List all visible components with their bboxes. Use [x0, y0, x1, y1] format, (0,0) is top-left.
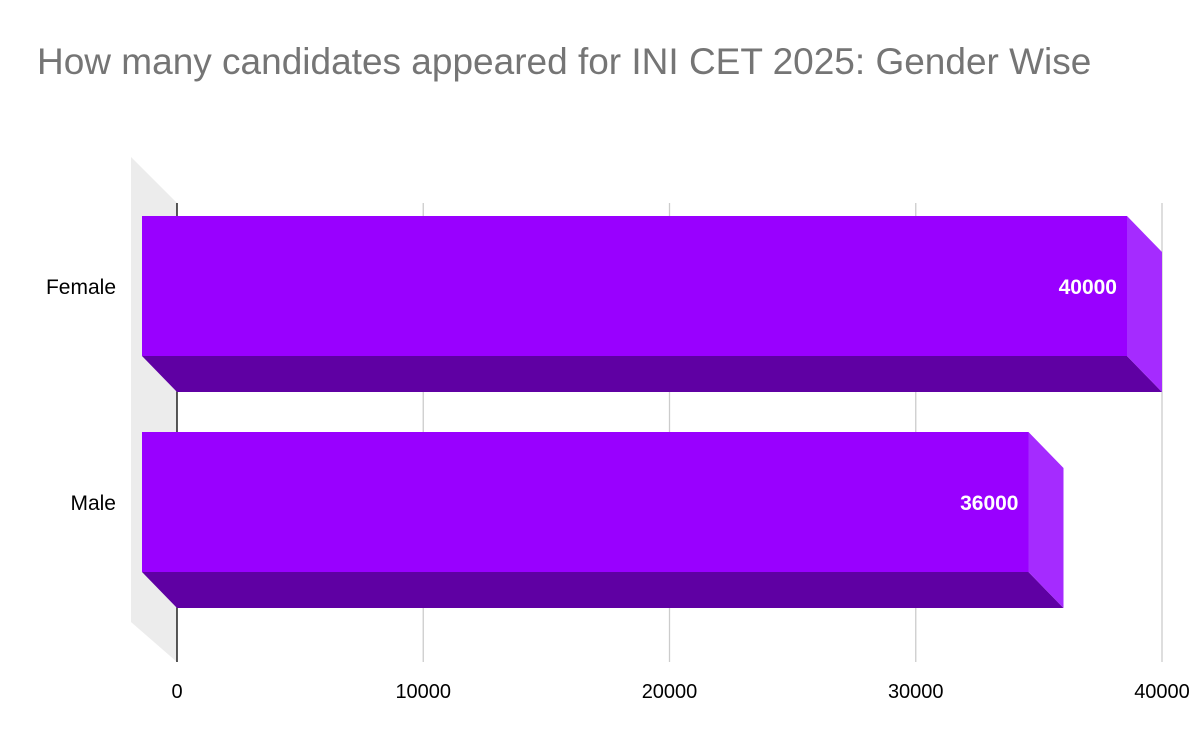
x-tick-label: 0: [171, 681, 182, 703]
bar-female: [142, 216, 1127, 356]
bar-side-face: [1127, 216, 1162, 392]
y-category-label: Male: [70, 492, 116, 515]
bar-bottom-face: [142, 572, 1064, 608]
x-tick-label: 40000: [1134, 681, 1190, 703]
bars: [142, 216, 1162, 608]
y-category-label: Female: [46, 276, 116, 299]
bar-male: [142, 432, 1029, 572]
x-tick-label: 10000: [395, 681, 451, 703]
labels: 0 10000 20000 30000 40000 40000 Female 36000 Mal…: [46, 276, 1190, 703]
chart-title: How many candidates appeared for INI CET…: [37, 41, 1092, 82]
bar-side-face: [1028, 432, 1064, 608]
bar-bottom-face: [142, 356, 1162, 392]
x-tick-label: 20000: [642, 681, 698, 703]
data-label: 36000: [960, 492, 1018, 515]
x-tick-label: 30000: [888, 681, 944, 703]
data-label: 40000: [1059, 276, 1117, 299]
